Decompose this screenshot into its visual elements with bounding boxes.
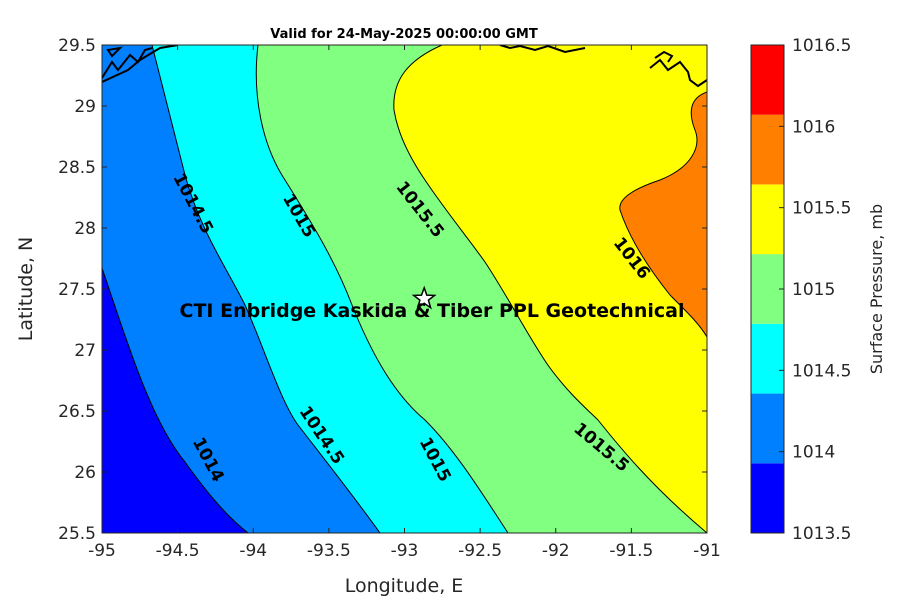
band-1013-5: [102, 267, 249, 533]
y-tick-label: 27: [74, 341, 96, 361]
coastline-layer: [102, 45, 707, 88]
band-1015-5: [393, 45, 707, 533]
x-tick-label: -92: [542, 541, 570, 561]
colorbar: 1016.5 1016 1015.5 1015 1014.5 1014 1013.5: [750, 36, 851, 544]
y-tick-label: 29.5: [58, 36, 96, 56]
colorbar-segment: [751, 254, 784, 324]
coastline-northeast: [499, 45, 586, 54]
y-axis-ticks: 29.5 29 28.5 28 27.5 27 26.5 26 25.5: [58, 36, 707, 544]
contour-fill-layer: [102, 45, 707, 533]
colorbar-tick-label: 1013.5: [792, 524, 851, 544]
colorbar-segment: [751, 184, 784, 255]
band-1016: [619, 91, 707, 338]
x-tick-label: -91.5: [609, 541, 653, 561]
x-axis-label: Longitude, E: [345, 575, 464, 597]
colorbar-tick-label: 1015.5: [792, 199, 851, 219]
colorbar-segment: [751, 393, 784, 464]
coastline-east: [649, 58, 707, 88]
x-tick-label: -92.5: [458, 541, 502, 561]
coastline-west-bay: [106, 46, 123, 58]
chart-title: Valid for 24-May-2025 00:00:00 GMT: [270, 27, 538, 42]
y-tick-label: 26: [74, 463, 96, 483]
y-tick-label: 29: [74, 97, 96, 117]
colorbar-segment: [751, 463, 784, 533]
colorbar-segment: [751, 45, 784, 115]
site-star-marker: [411, 285, 437, 310]
colorbar-tick-label: 1015: [792, 280, 835, 300]
x-tick-label: -91: [693, 541, 721, 561]
x-tick-label: -93.5: [307, 541, 351, 561]
x-tick-label: -93: [391, 541, 419, 561]
colorbar-segment: [751, 323, 784, 394]
y-tick-label: 28.5: [58, 158, 96, 178]
site-layer: CTI Enbridge Kaskida & Tiber PPL Geotech…: [180, 285, 685, 322]
colorbar-segment: [751, 114, 784, 185]
y-axis-label: Latitude, N: [15, 237, 37, 342]
coastline-west-shore: [102, 47, 153, 79]
y-tick-label: 28: [74, 219, 96, 239]
x-tick-label: -94.5: [156, 541, 200, 561]
y-tick-label: 27.5: [58, 280, 96, 300]
coastline-east-inlet: [654, 50, 674, 63]
colorbar-tick-label: 1014: [792, 443, 835, 463]
site-label: CTI Enbridge Kaskida & Tiber PPL Geotech…: [180, 300, 685, 322]
y-tick-label: 25.5: [58, 524, 96, 544]
x-tick-label: -94: [239, 541, 267, 561]
colorbar-label: Surface Pressure, mb: [867, 204, 886, 374]
y-tick-label: 26.5: [58, 402, 96, 422]
colorbar-tick-label: 1016.5: [792, 36, 851, 56]
x-tick-label: -95: [88, 541, 116, 561]
x-axis-ticks: -95 -94.5 -94 -93.5 -93 -92.5 -92 -91.5 -91: [88, 45, 721, 561]
colorbar-tick-label: 1016: [792, 117, 835, 137]
colorbar-tick-label: 1014.5: [792, 361, 851, 381]
